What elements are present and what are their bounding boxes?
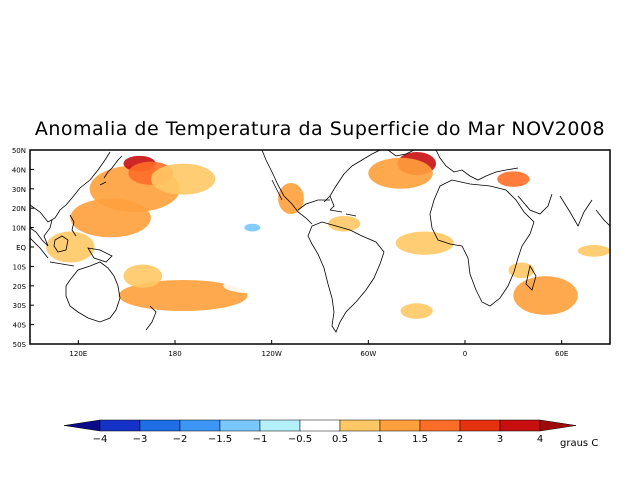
colorbar-box [419,419,461,432]
colorbar-labels: −4 −3 −2 −1.5 −1 −0.5 0.5 1 1.5 2 3 4 [93,434,544,445]
latitude-label: EQ [16,244,26,252]
anomaly-region [150,163,216,195]
colorbar-arrow-high [539,419,577,432]
latitude-label: 50N [12,147,26,155]
sumatra-coast [30,237,49,259]
anomaly-region [400,303,433,319]
anomaly-region [328,215,361,232]
caribbean-islands [329,209,357,217]
colorbar-label: 0.5 [332,434,348,445]
latitude-label: 10N [12,225,26,233]
japan-coast [99,155,123,186]
se-asia-east [595,209,610,227]
coastlines [30,150,610,333]
latitude-labels: 50N 40N 30N 20N 10N EQ 10S 20S 30S 40S 50S [12,147,34,349]
new-guinea-coast [87,247,113,263]
colorbar-arrow-low [63,419,101,432]
greenland-coast [387,150,415,157]
anomaly-region [244,223,261,232]
longitude-label: 0 [463,350,467,358]
europe-coast [435,150,519,181]
colorbar-box [339,419,381,432]
new-zealand-coast [145,305,157,331]
colorbar-label: −4 [93,434,108,445]
colorbar-unit: graus C [560,438,598,449]
longitude-label: 60W [360,350,376,358]
colorbar-label: 1.5 [412,434,428,445]
anomaly-region [218,212,277,236]
latitude-label: 10S [13,263,27,271]
philippines-coast [69,214,77,237]
australia-coast [65,261,121,323]
anomaly-region [368,157,433,189]
colorbar-box [139,419,181,432]
colorbar-boxes [63,419,577,432]
india-coast [559,195,593,227]
asia-coast [30,151,111,223]
africa-coast [429,179,535,307]
latitude-label: 30S [13,302,27,310]
colorbar-label: −1.5 [208,434,232,445]
longitude-label: 60E [555,350,568,358]
anomaly-region [577,245,610,257]
longitude-label: 120E [69,350,87,358]
map-title: Anomalia de Temperatura da Superficie do… [34,118,606,140]
anomaly-region [278,182,304,215]
colorbar-label: −1 [253,434,268,445]
latitude-label: 20S [13,283,27,291]
madagascar-coast [525,264,537,291]
colorbar-box [99,419,141,432]
anomaly-region [70,198,151,238]
anomaly-region [123,264,163,288]
colorbar-box [179,419,221,432]
latitude-label: 40S [13,322,27,330]
anomaly-region [497,171,530,187]
latitude-label: 40N [12,166,26,174]
colorbar-box [259,419,301,432]
colorbar-box [299,419,341,432]
anomaly-region [395,231,454,255]
anomaly-region [513,276,578,315]
colorbar-box [459,419,501,432]
longitude-label: 180 [168,350,181,358]
colorbar-label: −3 [133,434,148,445]
anomaly-layer [46,151,610,329]
anomaly-region [46,231,95,263]
latitude-label: 20N [12,205,26,213]
colorbar-box [219,419,261,432]
latitude-label: 50S [13,341,27,349]
colorbar-label: 2 [457,434,463,445]
indochina-coast [30,219,53,247]
borneo-coast [53,235,69,253]
colorbar-label: 4 [537,434,543,445]
longitude-label: 120W [262,350,282,358]
anomaly-region [307,312,366,329]
anomaly-region [223,278,288,294]
longitude-labels: 120E 180 120W 60W 0 60E [69,340,568,358]
na-east-coast [323,150,381,203]
baja-coast [271,179,283,201]
anomaly-region [118,279,248,312]
colorbar-box [499,419,541,432]
colorbar-label: 3 [497,434,503,445]
na-west-coast [261,150,313,225]
arabia-coast [517,193,553,215]
java-coast [49,261,75,267]
colorbar-label: −2 [173,434,188,445]
florida-coast [329,195,335,211]
colorbar-label: 1 [377,434,383,445]
south-america-coast [307,221,385,333]
latitude-label: 30N [12,186,26,194]
colorbar-label: −0.5 [288,434,312,445]
colorbar-box [379,419,421,432]
gulf-coast [297,199,330,211]
